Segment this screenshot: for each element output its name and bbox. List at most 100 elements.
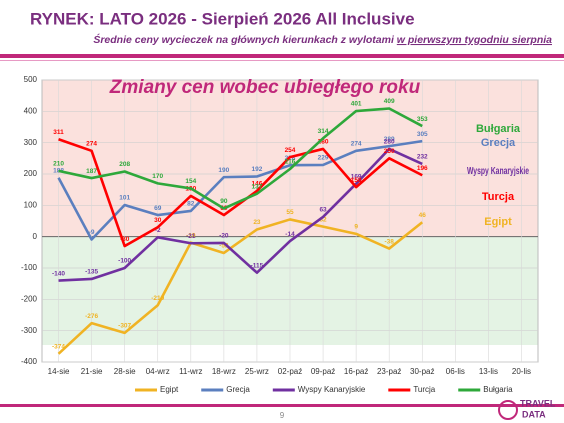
series-end-label: Turcja (482, 191, 515, 203)
subtitle: Średnie ceny wycieczek na głównych kieru… (93, 33, 552, 46)
y-tick-label: 0 (33, 232, 38, 241)
header-rule (0, 54, 564, 58)
data-label: 146 (252, 181, 263, 188)
x-tick-label: 13-lis (479, 367, 498, 376)
data-label: 63 (319, 207, 327, 214)
data-label: -115 (251, 262, 264, 269)
data-label: -19 (186, 232, 196, 239)
series-line (58, 107, 423, 210)
series-line (58, 147, 423, 282)
x-tick-label: 02-paź (278, 367, 302, 376)
data-label: 23 (253, 219, 261, 226)
x-tick-label: 11-wrz (179, 367, 202, 376)
x-tick-label: 30-paź (410, 367, 434, 376)
x-tick-label: 21-sie (81, 367, 103, 376)
data-label: -374 (52, 344, 65, 351)
x-tick-label: 25-wrz (245, 367, 269, 376)
legend-label: Bułgaria (483, 385, 513, 394)
data-label: 190 (218, 167, 229, 174)
data-label: 46 (419, 212, 427, 219)
data-label: 158 (351, 177, 362, 184)
data-label: 82 (187, 201, 195, 208)
y-tick-label: 400 (24, 106, 38, 115)
data-label: -20 (219, 233, 229, 240)
data-label: 9 (354, 224, 358, 231)
y-tick-label: 100 (24, 200, 38, 209)
series-end-label: Bułgaria (476, 123, 521, 135)
x-tick-label: 20-lis (512, 367, 531, 376)
data-label: 55 (286, 209, 294, 216)
data-label: 353 (417, 116, 428, 123)
y-tick-label: 300 (24, 138, 38, 147)
data-label: -276 (85, 313, 98, 320)
plot: -400 -300 -200 -100 0 100 200 300 400 500 14-sie 21… (21, 75, 539, 394)
x-tick-label: 16-paź (344, 367, 368, 376)
data-label: 311 (53, 129, 64, 136)
data-label: -140 (52, 270, 65, 277)
data-label: 314 (318, 128, 329, 135)
data-label: 305 (417, 131, 428, 138)
series-end-label: Egipt (484, 216, 512, 228)
data-label: 250 (384, 148, 395, 155)
series-line (57, 139, 423, 241)
data-label: -21 (186, 233, 196, 240)
series-end-label: Grecja (481, 137, 516, 149)
x-tick-label: 06-lis (446, 367, 465, 376)
data-label: 229 (318, 155, 329, 162)
data-label: 30 (154, 217, 162, 224)
y-tick-label: -200 (21, 294, 38, 303)
data-label: 187 (86, 168, 97, 175)
x-tick-label: 14-sie (48, 367, 70, 376)
x-tick-label: 18-wrz (212, 367, 236, 376)
series-line (58, 137, 423, 248)
data-label: -38 (384, 238, 394, 245)
x-tick-label: 04-wrz (146, 367, 170, 376)
x-tick-label: 09-paź (311, 367, 335, 376)
data-label: 210 (53, 161, 64, 168)
legend-label: Wyspy Kanaryjskie (298, 385, 366, 394)
page-number: 9 (280, 411, 285, 420)
data-label: 409 (384, 98, 395, 105)
data-label: -307 (118, 323, 131, 330)
data-label: 170 (152, 173, 163, 180)
legend-label: Egipt (160, 385, 179, 394)
data-label: 280 (384, 139, 395, 146)
data-label: 274 (351, 141, 362, 148)
legend-label: Turcja (413, 385, 435, 394)
y-tick-label: -400 (21, 357, 38, 366)
data-label: -52 (219, 243, 229, 250)
y-tick-label: -100 (21, 263, 38, 272)
data-label: 137 (252, 183, 263, 190)
data-label: 401 (351, 101, 362, 108)
logo-icon (498, 400, 518, 420)
series-line (57, 218, 424, 355)
data-label: 154 (185, 178, 196, 185)
data-label: 32 (319, 216, 327, 223)
data-label: -100 (118, 258, 131, 265)
data-label: 196 (417, 165, 428, 172)
chart-title: Zmiany cen wobec ubiegłego roku (109, 77, 421, 98)
footer-rule (0, 404, 564, 407)
data-label: 69 (154, 205, 162, 212)
y-tick-label: -300 (21, 326, 38, 335)
logo-bottom: DATA (522, 409, 546, 419)
data-label: 90 (220, 198, 228, 205)
data-label: 216 (285, 159, 296, 166)
data-label: -135 (85, 269, 98, 276)
title: RYNEK: LATO 2026 - Sierpień 2026 All Inc… (30, 9, 415, 28)
data-label: 274 (86, 141, 97, 148)
data-label: -14 (285, 231, 295, 238)
subtitle-text: Średnie ceny wycieczek na głównych kieru… (93, 33, 395, 46)
legend-label: Grecja (226, 385, 250, 394)
x-tick-label: 28-sie (114, 367, 136, 376)
header-rule-thin (0, 60, 564, 61)
data-label: 101 (119, 195, 130, 202)
series-end-label: Wyspy Kanaryjskie (467, 165, 529, 177)
data-label: 254 (285, 147, 296, 154)
x-tick-label: 23-paź (377, 367, 401, 376)
data-label: 169 (351, 173, 362, 180)
data-label: -30 (120, 236, 130, 243)
data-label: 192 (252, 166, 263, 173)
data-label: -9 (89, 229, 95, 236)
